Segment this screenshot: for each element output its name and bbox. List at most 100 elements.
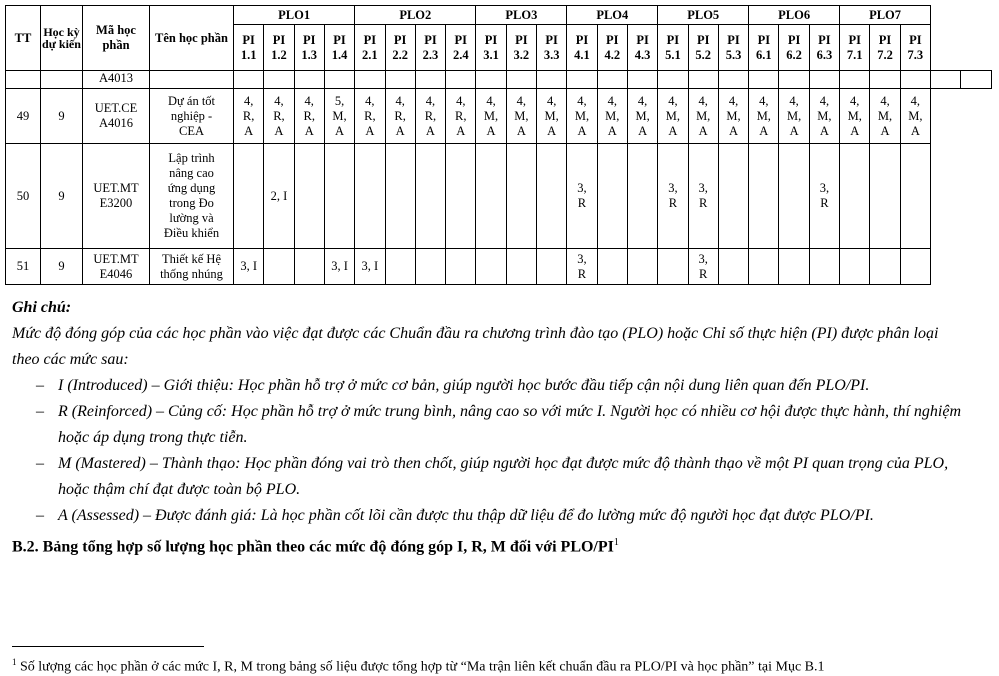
- cell-contribution: [596, 143, 628, 249]
- cell-contribution: 4, R, A: [445, 88, 477, 144]
- header-row-pi: PI 1.1 PI 1.2 PI 1.3 PI 1.4 PI 2.1 PI 2.2 PI 2…: [6, 24, 992, 71]
- cell-contribution: [475, 248, 507, 285]
- header-pi: PI 2.4: [445, 24, 477, 71]
- table-row: A4013: [5, 70, 992, 89]
- cell-contribution: [778, 143, 810, 249]
- header-tt: TT: [5, 5, 41, 71]
- footnote: 1 Số lượng các học phần ở các mức I, R, …: [12, 657, 825, 676]
- header-pi: PI 1.3: [293, 24, 325, 71]
- cell-contribution: [505, 143, 538, 249]
- header-pi: PI 4.1: [566, 24, 598, 71]
- header-plo: PLO1: [232, 5, 356, 25]
- cell-contribution: 4, R, A: [414, 88, 447, 144]
- cell-contribution: [263, 248, 295, 285]
- cell-contribution: [384, 143, 416, 249]
- header-name: Tên học phần: [149, 5, 234, 71]
- cell-contribution: [566, 70, 598, 89]
- header-pi: PI 1.1: [232, 24, 265, 71]
- cell-contribution: [899, 143, 932, 249]
- header-pi: PI 2.3: [414, 24, 447, 71]
- note-item: – M (Mastered) – Thành thạo: Học phần đón…: [12, 451, 962, 503]
- cell-contribution: 4, M, A: [566, 88, 598, 144]
- cell-contribution: 4, R, A: [354, 88, 386, 144]
- cell-name: [149, 70, 234, 89]
- cell-contribution: [808, 70, 841, 89]
- footnote-divider: [12, 646, 204, 647]
- cell-name: Dự án tốt nghiệp - CEA: [149, 88, 234, 144]
- cell-contribution: [748, 143, 780, 249]
- cell-semester: 9: [40, 88, 83, 144]
- cell-contribution: [475, 143, 507, 249]
- note-item: – R (Reinforced) – Củng cố: Học phần hỗ t…: [12, 399, 962, 451]
- cell-contribution: 3, I: [232, 248, 265, 285]
- cell-contribution: 4, R, A: [293, 88, 325, 144]
- header-pi: PI 7.2: [869, 24, 901, 71]
- cell-contribution: [687, 70, 719, 89]
- cell-contribution: [384, 70, 416, 89]
- cell-contribution: [445, 248, 477, 285]
- header-pi: PI 5.2: [687, 24, 719, 71]
- cell-contribution: [748, 248, 780, 285]
- cell-contribution: [839, 143, 871, 249]
- header-pi: PI 4.2: [596, 24, 628, 71]
- cell-contribution: 4, M, A: [808, 88, 841, 144]
- cell-contribution: 4, M, A: [748, 88, 780, 144]
- cell-tt: 49: [5, 88, 41, 144]
- header-plo: PLO4: [566, 5, 659, 25]
- footnote-marker: 1: [12, 657, 17, 667]
- cell-contribution: 4, M, A: [717, 88, 750, 144]
- cell-name: Thiết kế Hệ thống nhúng: [149, 248, 234, 285]
- dash-bullet-icon: –: [36, 455, 44, 472]
- cell-contribution: [839, 248, 871, 285]
- cell-contribution: [323, 70, 356, 89]
- cell-contribution: 4, M, A: [657, 88, 689, 144]
- footnote-ref[interactable]: 1: [613, 537, 619, 548]
- cell-contribution: 3, I: [354, 248, 386, 285]
- dash-bullet-icon: –: [36, 507, 44, 524]
- cell-contribution: 5, M, A: [323, 88, 356, 144]
- header-pi: PI 3.1: [475, 24, 507, 71]
- cell-contribution: 3, I: [323, 248, 356, 285]
- cell-contribution: [869, 248, 901, 285]
- cell-tt: 51: [5, 248, 41, 285]
- notes-intro: Mức độ đóng góp của các học phần vào việ…: [12, 325, 939, 368]
- cell-contribution: [626, 248, 659, 285]
- dash-bullet-icon: –: [36, 403, 44, 420]
- header-pi: PI 1.4: [323, 24, 356, 71]
- cell-contribution: [414, 70, 447, 89]
- header-pi: PI 6.1: [748, 24, 780, 71]
- header-pi: PI 7.1: [839, 24, 871, 71]
- cell-contribution: 4, M, A: [596, 88, 628, 144]
- cell-contribution: [535, 248, 568, 285]
- header-pi: PI 2.1: [354, 24, 386, 71]
- note-item: – I (Introduced) – Giới thiệu: Học phần h…: [12, 373, 962, 399]
- cell-code: UET.CE A4016: [82, 88, 150, 144]
- header-plo: PLO2: [354, 5, 477, 25]
- header-semester: Học kỳ dự kiến: [40, 5, 83, 71]
- cell-contribution: [535, 143, 568, 249]
- header-plo: PLO5: [657, 5, 750, 25]
- header-pi: PI 7.3: [899, 24, 932, 71]
- cell-contribution: [930, 70, 962, 89]
- dash-bullet-icon: –: [36, 377, 44, 394]
- cell-contribution: [384, 248, 416, 285]
- header-plo: PLO6: [748, 5, 841, 25]
- cell-contribution: [717, 143, 750, 249]
- header-pi: PI 3.2: [505, 24, 538, 71]
- cell-contribution: [899, 70, 932, 89]
- cell-contribution: 4, M, A: [505, 88, 538, 144]
- cell-contribution: [717, 70, 750, 89]
- cell-contribution: 4, R, A: [232, 88, 265, 144]
- cell-contribution: [626, 70, 659, 89]
- header-row-plo: TT Học kỳ dự kiến Mã học phần Tên học ph…: [5, 5, 992, 71]
- cell-contribution: 3, R: [687, 248, 719, 285]
- cell-tt: [5, 70, 41, 89]
- cell-contribution: [445, 143, 477, 249]
- cell-contribution: [626, 143, 659, 249]
- cell-contribution: [323, 143, 356, 249]
- cell-contribution: 4, M, A: [869, 88, 901, 144]
- cell-semester: 9: [40, 143, 83, 249]
- cell-contribution: [475, 70, 507, 89]
- cell-contribution: 4, R, A: [384, 88, 416, 144]
- cell-semester: [40, 70, 83, 89]
